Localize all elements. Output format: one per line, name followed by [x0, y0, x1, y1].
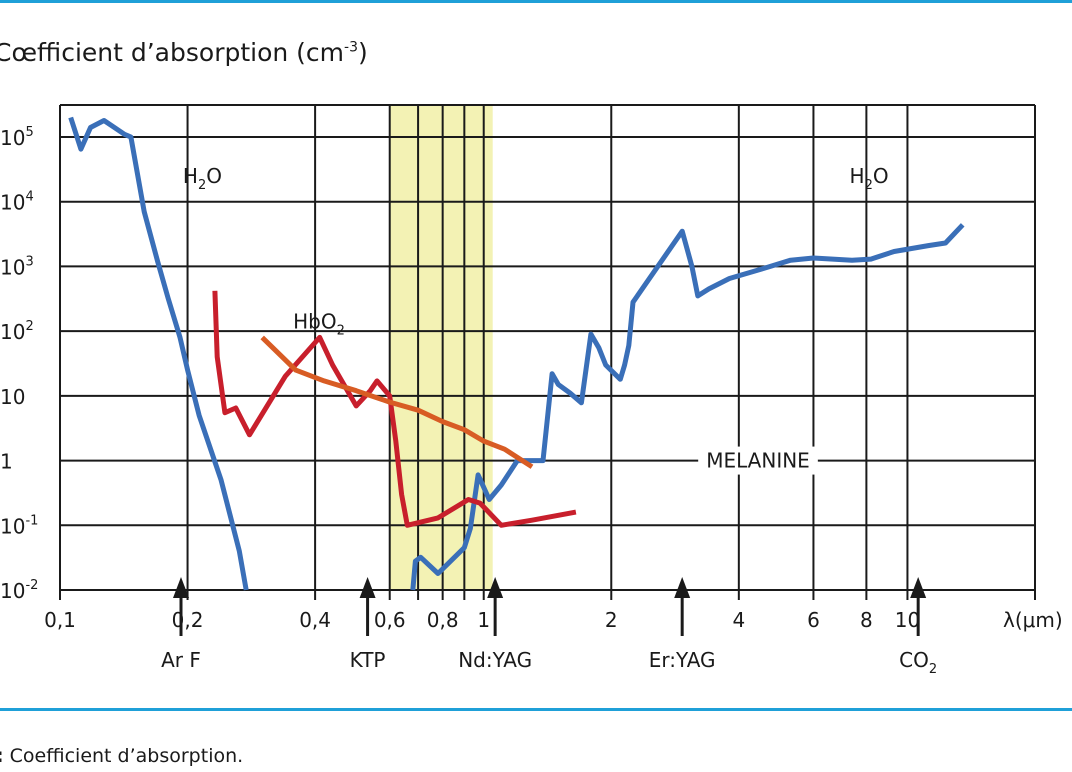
y-tick-label: 10-1 [0, 513, 38, 538]
x-tick-label: 0,8 [427, 608, 459, 632]
x-tick-backing [856, 605, 877, 631]
series-line-hbo2 [212, 290, 577, 528]
y-tick-label: 1 [0, 450, 13, 474]
laser-label: CO2 [899, 648, 937, 677]
x-tick-backing [473, 605, 495, 631]
x-tick-label: 10 [895, 608, 920, 632]
series-line-water_ir [410, 223, 965, 591]
x-tick-label: 4 [732, 608, 745, 632]
x-tick-backing [167, 605, 208, 631]
x-tick-backing [803, 605, 824, 631]
x-tick-label: 0,4 [299, 608, 331, 632]
melanine-label-backing [698, 446, 818, 475]
laser-arrow-head [487, 577, 504, 598]
x-tick-label: 1 [477, 608, 490, 632]
curve-label: H2O [850, 164, 889, 193]
x-tick-label: 2 [605, 608, 618, 632]
top-rule [0, 0, 1072, 3]
curve-label: HbO2 [293, 310, 345, 339]
x-tick-backing [600, 605, 622, 631]
y-tick-label: 105 [0, 125, 34, 150]
x-tick-label: 0,6 [374, 608, 406, 632]
laser-label: Nd:YAG [458, 648, 532, 672]
x-tick-backing [422, 605, 463, 631]
x-tick-label: 6 [807, 608, 820, 632]
x-tick-label: 0,1 [44, 608, 76, 632]
y-tick-label: 104 [0, 190, 34, 215]
x-tick-label: 0,2 [172, 608, 204, 632]
y-tick-label: 102 [0, 319, 34, 344]
y-axis-title: Cœfficient d’absorption (cm-3) [0, 38, 368, 67]
x-axis-title: λ(μm) [1003, 608, 1063, 632]
curve-label: MELANINE [706, 449, 810, 473]
curve-label: H2O [183, 164, 222, 193]
laser-label: Ar F [161, 648, 201, 672]
y-tick-label: 10 [0, 385, 25, 409]
x-tick-backing [40, 605, 80, 631]
x-tick-backing [369, 605, 410, 631]
bottom-rule [0, 708, 1072, 711]
series-line-melanine [260, 335, 534, 469]
x-tick-label: 8 [860, 608, 873, 632]
y-tick-label: 10-2 [0, 578, 38, 603]
laser-label: KTP [350, 648, 386, 672]
laser-arrow-head [674, 577, 691, 598]
series-line-water [68, 116, 249, 591]
x-tick-backing [295, 605, 336, 631]
laser-arrow-head [359, 577, 376, 598]
laser-arrow-head [910, 577, 927, 598]
figure-caption: : Coefficient d’absorption. [0, 745, 244, 767]
laser-arrow-head [172, 577, 189, 598]
laser-label: Er:YAG [649, 648, 716, 672]
y-tick-label: 103 [0, 254, 34, 279]
x-tick-backing [728, 605, 750, 631]
